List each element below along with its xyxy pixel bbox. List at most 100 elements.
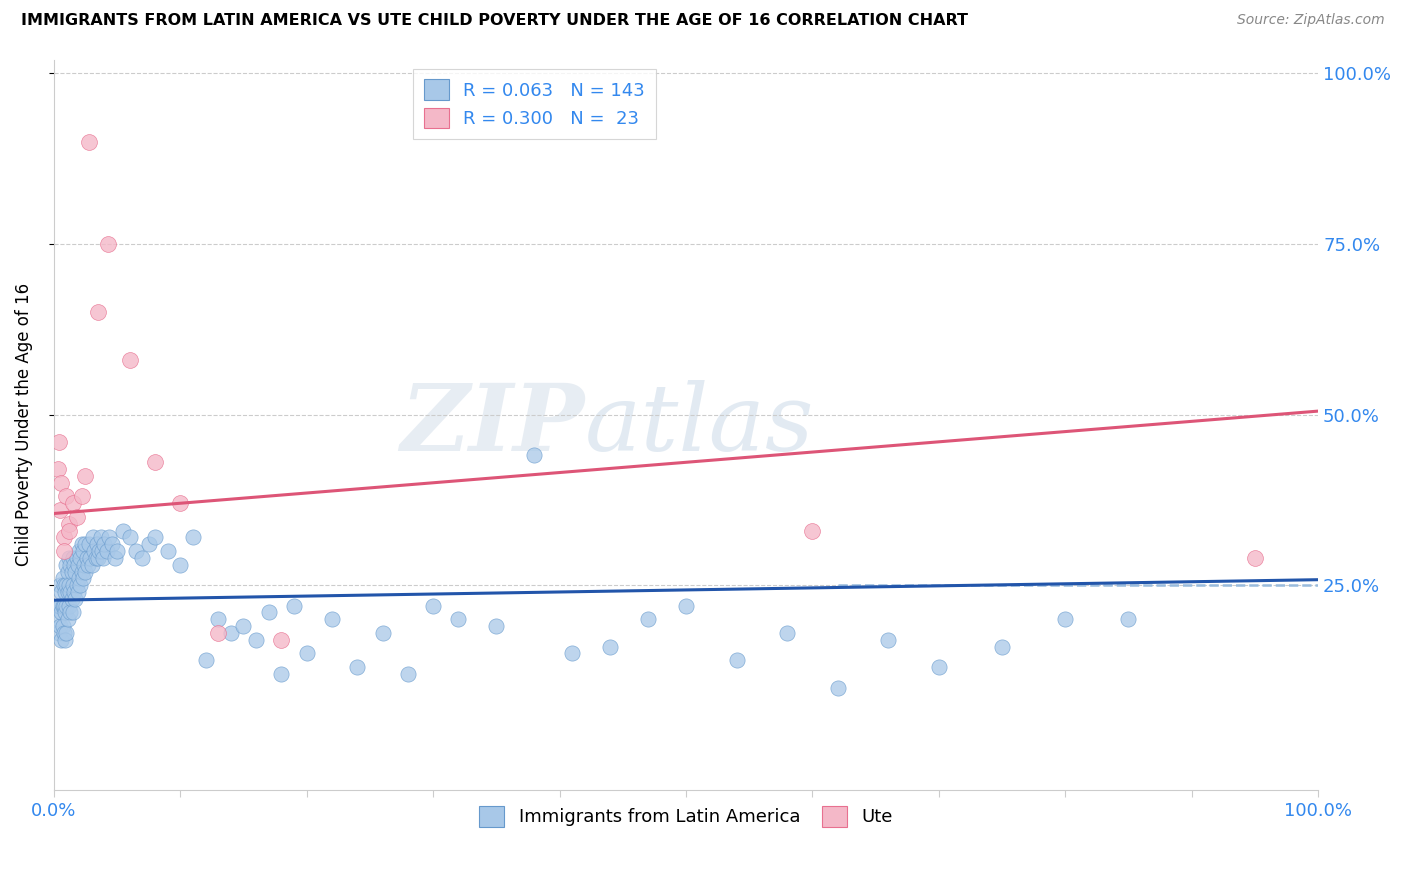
- Y-axis label: Child Poverty Under the Age of 16: Child Poverty Under the Age of 16: [15, 283, 32, 566]
- Point: [169, 496, 191, 510]
- Point: [62, 550, 84, 565]
- Point: [52, 619, 75, 633]
- Point: [101, 537, 124, 551]
- Point: [62, 606, 84, 620]
- Point: [52, 626, 75, 640]
- Point: [48, 434, 70, 449]
- Text: atlas: atlas: [585, 380, 814, 470]
- Point: [103, 550, 125, 565]
- Point: [1054, 612, 1077, 626]
- Point: [181, 530, 204, 544]
- Point: [49, 599, 72, 613]
- Point: [87, 550, 110, 565]
- Point: [1244, 550, 1267, 565]
- Point: [51, 606, 73, 620]
- Point: [56, 565, 79, 579]
- Point: [270, 632, 292, 647]
- Point: [75, 537, 97, 551]
- Point: [194, 653, 217, 667]
- Point: [72, 571, 94, 585]
- Point: [245, 632, 267, 647]
- Point: [55, 599, 77, 613]
- Point: [1118, 612, 1140, 626]
- Point: [67, 544, 90, 558]
- Point: [62, 578, 84, 592]
- Point: [55, 558, 77, 572]
- Point: [131, 550, 153, 565]
- Point: [65, 578, 87, 592]
- Point: [53, 606, 76, 620]
- Point: [52, 530, 75, 544]
- Point: [46, 462, 69, 476]
- Point: [58, 578, 80, 592]
- Point: [65, 509, 87, 524]
- Point: [49, 619, 72, 633]
- Point: [207, 626, 229, 640]
- Point: [49, 578, 72, 592]
- Point: [86, 537, 108, 551]
- Point: [58, 599, 80, 613]
- Point: [60, 591, 83, 606]
- Point: [80, 558, 103, 572]
- Point: [346, 660, 368, 674]
- Point: [125, 544, 148, 558]
- Point: [599, 640, 621, 654]
- Point: [55, 626, 77, 640]
- Point: [91, 550, 114, 565]
- Point: [53, 585, 76, 599]
- Point: [776, 626, 799, 640]
- Point: [928, 660, 950, 674]
- Point: [83, 544, 105, 558]
- Point: [48, 626, 70, 640]
- Point: [70, 537, 93, 551]
- Point: [82, 530, 104, 544]
- Point: [60, 565, 83, 579]
- Point: [827, 681, 849, 695]
- Point: [118, 352, 141, 367]
- Point: [169, 558, 191, 572]
- Point: [63, 585, 86, 599]
- Point: [295, 647, 318, 661]
- Point: [877, 632, 900, 647]
- Point: [77, 537, 100, 551]
- Point: [447, 612, 470, 626]
- Point: [561, 647, 583, 661]
- Point: [90, 544, 112, 558]
- Point: [801, 524, 824, 538]
- Point: [53, 632, 76, 647]
- Point: [70, 490, 93, 504]
- Point: [69, 550, 91, 565]
- Point: [73, 558, 96, 572]
- Point: [65, 591, 87, 606]
- Point: [55, 578, 77, 592]
- Point: [70, 565, 93, 579]
- Point: [76, 550, 98, 565]
- Point: [69, 578, 91, 592]
- Point: [257, 606, 280, 620]
- Point: [112, 524, 135, 538]
- Point: [65, 565, 87, 579]
- Point: [59, 606, 82, 620]
- Point: [46, 612, 69, 626]
- Point: [52, 571, 75, 585]
- Point: [105, 544, 128, 558]
- Point: [991, 640, 1014, 654]
- Point: [93, 537, 115, 551]
- Point: [84, 550, 107, 565]
- Point: [67, 571, 90, 585]
- Point: [55, 490, 77, 504]
- Point: [90, 530, 112, 544]
- Point: [48, 599, 70, 613]
- Point: [98, 530, 121, 544]
- Point: [77, 558, 100, 572]
- Point: [56, 585, 79, 599]
- Point: [52, 578, 75, 592]
- Text: ZIP: ZIP: [401, 380, 585, 470]
- Point: [675, 599, 697, 613]
- Point: [63, 558, 86, 572]
- Point: [156, 544, 179, 558]
- Point: [65, 550, 87, 565]
- Point: [138, 537, 160, 551]
- Point: [51, 632, 73, 647]
- Point: [62, 496, 84, 510]
